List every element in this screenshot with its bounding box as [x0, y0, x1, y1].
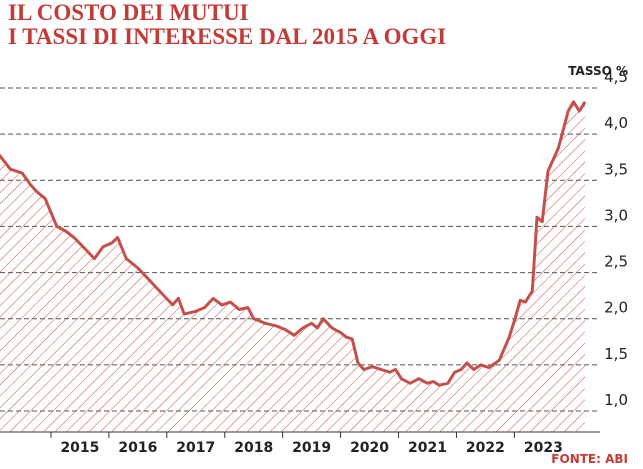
y-tick-label: 4,0: [604, 114, 628, 132]
x-tick-label: 2015: [60, 440, 99, 456]
source: FONTE: ABI: [551, 452, 628, 466]
y-tick-label: 3,5: [604, 160, 628, 178]
y-tick-label: 3,0: [604, 206, 628, 224]
x-tick-label: 2016: [118, 440, 157, 456]
x-tick-label: 2023: [524, 440, 563, 456]
x-tick-label: 2019: [292, 440, 331, 456]
plot: 1,0 1,5 2,0 2,5 3,0 3,5 4,0 4,5 2015 2016 2017 2018…: [0, 68, 628, 456]
y-tick-label: 1,5: [604, 345, 628, 363]
area: [0, 101, 585, 432]
x-tick-label: 2018: [234, 440, 273, 456]
chart-subtitle: I TASSI DI INTERESSE DAL 2015 A OGGI: [8, 24, 446, 49]
x-tick-label: 2022: [466, 440, 505, 456]
x-tick-label: 2021: [408, 440, 447, 456]
y-tick-label: 4,5: [604, 68, 628, 86]
y-tick-label: 2,0: [604, 299, 628, 317]
chart-title: IL COSTO DEI MUTUI: [8, 0, 249, 25]
y-tick-label: 2,5: [604, 253, 628, 271]
x-tick-label: 2017: [176, 440, 215, 456]
y-axis-label: TASSO %: [568, 64, 628, 78]
x-tick-label: 2020: [350, 440, 389, 456]
y-tick-label: 1,0: [604, 391, 628, 409]
line: [0, 100, 587, 387]
